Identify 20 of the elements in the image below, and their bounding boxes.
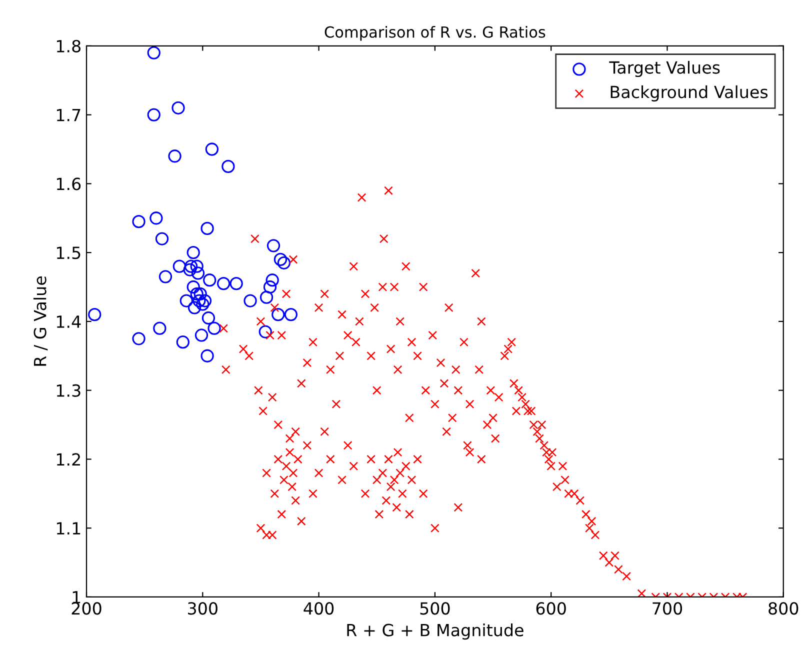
x-tick-label: 800 bbox=[768, 602, 798, 615]
legend-label: Target Values bbox=[609, 60, 720, 78]
y-tick-label: 1.6 bbox=[56, 178, 81, 190]
y-tick-label: 1.8 bbox=[56, 40, 81, 52]
y-tick-label: 1.3 bbox=[56, 384, 80, 397]
x-tick-label: 200 bbox=[72, 602, 102, 615]
y-tick-label: 1.7 bbox=[56, 108, 80, 122]
x-tick-label: 700 bbox=[652, 602, 682, 615]
y-axis-title: R / G Value bbox=[33, 276, 48, 366]
legend-label: Background Values bbox=[610, 85, 768, 102]
y-tick-label: 1.5 bbox=[56, 246, 80, 260]
y-tick-label: 1.1 bbox=[56, 522, 80, 534]
y-tick-label: 1.4 bbox=[56, 316, 81, 328]
x-tick-label: 400 bbox=[304, 602, 334, 615]
x-tick-label: 500 bbox=[420, 602, 450, 615]
x-tick-label: 300 bbox=[188, 602, 218, 615]
chart-title: Comparison of R vs. G Ratios bbox=[324, 26, 546, 41]
x-axis-title: R + G + B Magnitude bbox=[347, 624, 524, 640]
x-tick-label: 600 bbox=[536, 602, 566, 615]
y-tick-label: 1.2 bbox=[56, 453, 80, 466]
